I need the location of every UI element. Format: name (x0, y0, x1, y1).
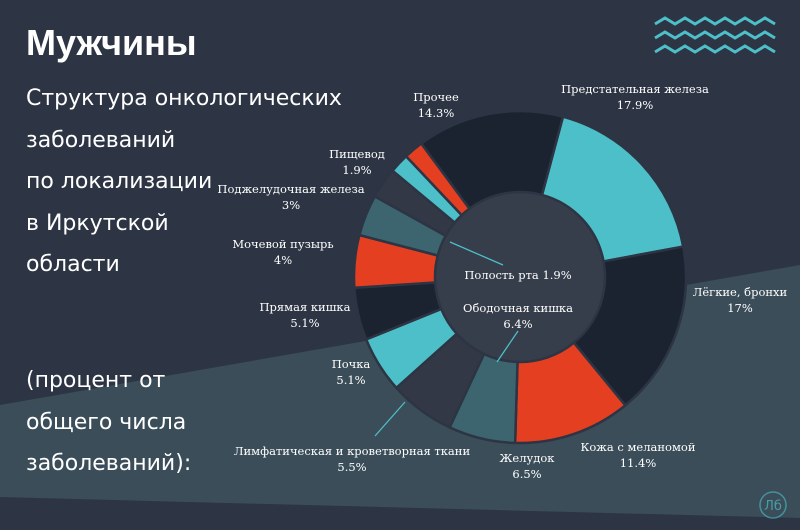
slice-label: Поджелудочная железа (217, 182, 364, 196)
slice-label: Прочее (413, 90, 459, 104)
leader-line (496, 330, 519, 363)
slice-value-label: 6.5% (512, 467, 541, 481)
slice-label: Мочевой пузырь (232, 237, 333, 251)
background-bottom-strip (0, 497, 800, 530)
slice-предстательная-железа (540, 115, 685, 263)
slice-label: Предстательная железа (561, 82, 709, 96)
slice-value-label: 11.4% (620, 456, 657, 470)
slice-value-label: 5.1% (290, 316, 319, 330)
logo-ring (759, 491, 787, 519)
slice-value-label: 4% (274, 253, 292, 267)
slice-value-label: 3% (282, 198, 300, 212)
slice-value-label: 5.1% (336, 373, 365, 387)
wave-icon (654, 16, 776, 54)
subtitle-line: по локализации (26, 169, 213, 194)
slice-label: Лимфатическая и кроветворная ткани (234, 444, 471, 458)
subtitle-line: области (26, 252, 120, 277)
slice-value-label: 1.9% (342, 163, 371, 177)
logo-text: Лб (764, 499, 782, 514)
slice-label: Лёгкие, бронхи (693, 285, 788, 299)
subtitle-line: заболеваний (26, 127, 176, 153)
chart-subtitle: Структура онкологических заболеваний по … (26, 78, 356, 286)
subtitle-line: Структура онкологических (26, 86, 342, 111)
slice-label: Кожа с меланомой (580, 440, 695, 454)
note-line: (процент от (26, 368, 166, 393)
slice-value-label: 14.3% (418, 106, 455, 120)
leader-line (449, 241, 504, 266)
note-line: заболеваний): (26, 451, 192, 476)
page-title: Мужчины (26, 22, 197, 63)
leader-line (374, 401, 406, 437)
logo: Лб (759, 491, 787, 519)
slice-value-label: 17.9% (617, 98, 654, 112)
slice-label: Прямая кишка (260, 300, 351, 314)
slice-label: Пищевод (329, 147, 385, 161)
slice-label: Почка (332, 357, 371, 371)
slice-label: Полость рта 1.9% (464, 268, 571, 282)
slice-value-label: 6.4% (503, 317, 532, 331)
slice-value-label: 17% (727, 301, 753, 315)
slice-label: Ободочная кишка (463, 301, 573, 315)
percent-note: (процент от общего числа заболеваний): (26, 360, 246, 485)
slice-лёгкие-бронхи (572, 245, 688, 407)
slice-value-label: 5.5% (337, 460, 366, 474)
donut-hole (435, 192, 605, 362)
slice-label: Желудок (500, 451, 556, 465)
note-line: общего числа (26, 409, 187, 435)
slice-прочее (420, 109, 565, 210)
subtitle-line: в Иркутской (26, 210, 169, 236)
